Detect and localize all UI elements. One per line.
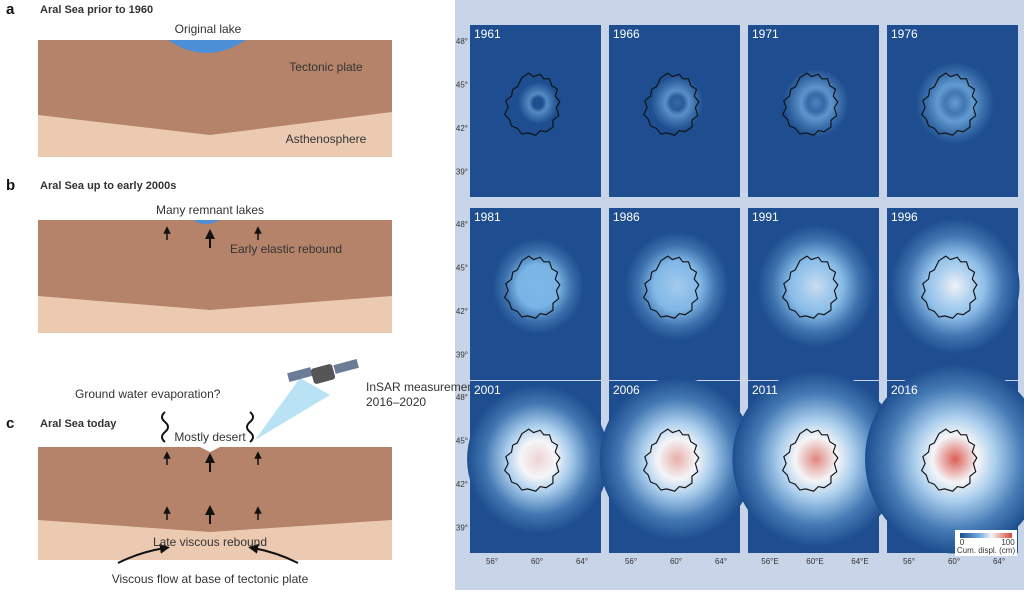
displacement-field (625, 231, 729, 341)
lat-tick-label: 48° (456, 393, 468, 402)
lat-tick-label: 42° (456, 307, 468, 316)
year-label: 1986 (613, 210, 640, 224)
lon-tick-label: 64° (715, 557, 727, 566)
map-grid: 1961 48° 45° 42° 39° 1966 1971 1976 1981 48° 45° 42… (456, 25, 1024, 566)
year-label: 1981 (474, 210, 501, 224)
lake-outline (920, 428, 978, 492)
evaporation (246, 411, 254, 443)
lake-outline (503, 255, 561, 319)
lake (168, 40, 246, 53)
year-label: 2001 (474, 383, 501, 397)
panel-title: Aral Sea prior to 1960 (40, 4, 153, 16)
lon-tick-label: 56° (486, 557, 498, 566)
year-label: 1966 (613, 27, 640, 41)
year-label: 1971 (752, 27, 779, 41)
year-label: 2006 (613, 383, 640, 397)
label: Tectonic plate (289, 60, 363, 74)
lake-outline (920, 72, 978, 136)
year-label: 1996 (891, 210, 918, 224)
lat-tick-label: 39° (456, 168, 468, 177)
lon-tick-label: 56° (625, 557, 637, 566)
label: Early elastic rebound (230, 242, 342, 256)
lake-outline (642, 72, 700, 136)
lat-tick-label: 48° (456, 220, 468, 229)
flow-arrow (117, 543, 170, 564)
displacement-field (518, 82, 558, 124)
displacement-field (915, 61, 995, 145)
colorbar-min: 0 (960, 538, 965, 547)
panel-letter: b (6, 177, 15, 194)
lake-outline (781, 428, 839, 492)
satellite (287, 359, 359, 384)
panel-letter: c (6, 415, 14, 432)
lon-tick-label: 60° (531, 557, 543, 566)
asthenosphere (38, 296, 392, 333)
lon-tick-label: 64°E (851, 557, 868, 566)
flow-arrow (248, 543, 299, 564)
year-label: 1991 (752, 210, 779, 224)
displacement-field (757, 224, 875, 348)
displacement-field (865, 364, 1024, 554)
lon-tick-label: 60° (670, 557, 682, 566)
lat-tick-label: 42° (456, 124, 468, 133)
lon-tick-label: 64° (576, 557, 588, 566)
panel-letter: a (6, 1, 15, 18)
lat-tick-label: 48° (456, 37, 468, 46)
label: Mostly desert (174, 430, 246, 444)
label: Original lake (175, 22, 242, 36)
year-label: 2016 (891, 383, 918, 397)
label: Many remnant lakes (156, 203, 264, 217)
lake-outline (503, 428, 561, 492)
lon-tick-label: 60° (948, 557, 960, 566)
lake-outline (781, 72, 839, 136)
label: InSAR measurements (366, 380, 483, 394)
label: 2016–2020 (366, 395, 426, 409)
lon-tick-label: 64° (993, 557, 1005, 566)
lat-tick-label: 42° (456, 480, 468, 489)
asthenosphere (38, 112, 392, 157)
label: Asthenosphere (286, 132, 367, 146)
lake-outline (781, 255, 839, 319)
colorbar-max: 100 (1001, 538, 1015, 547)
displacement-field (599, 377, 755, 541)
lake-outline (642, 255, 700, 319)
insar-beam (255, 378, 330, 440)
lon-tick-label: 56° (903, 557, 915, 566)
label: Late viscous rebound (153, 535, 267, 549)
displacement-field (492, 238, 584, 334)
lon-tick-label: 56°E (761, 557, 778, 566)
asthenosphere (38, 520, 392, 560)
label: Viscous flow at base of tectonic plate (112, 572, 309, 586)
colorbar-label: Cum. displ. (cm) (957, 546, 1016, 555)
colorbar (960, 533, 1012, 538)
displacement-field (650, 75, 704, 131)
lake (193, 220, 220, 224)
evaporation (161, 411, 169, 443)
displacement-field (467, 384, 609, 534)
year-label: 1961 (474, 27, 501, 41)
lat-tick-label: 45° (456, 81, 468, 90)
lake-outline (503, 72, 561, 136)
lat-tick-label: 39° (456, 524, 468, 533)
lat-tick-label: 45° (456, 437, 468, 446)
label: Ground water evaporation? (75, 387, 221, 401)
displacement-field (783, 68, 849, 138)
lake-outline (920, 255, 978, 319)
panel-title: Aral Sea up to early 2000s (40, 180, 176, 192)
displacement-field (890, 218, 1020, 354)
lat-tick-label: 45° (456, 264, 468, 273)
panel-title: Aral Sea today (40, 418, 117, 430)
lon-tick-label: 60°E (806, 557, 823, 566)
lake-outline (642, 428, 700, 492)
year-label: 1976 (891, 27, 918, 41)
year-label: 2011 (752, 383, 778, 397)
lat-tick-label: 39° (456, 351, 468, 360)
displacement-field (732, 371, 900, 547)
